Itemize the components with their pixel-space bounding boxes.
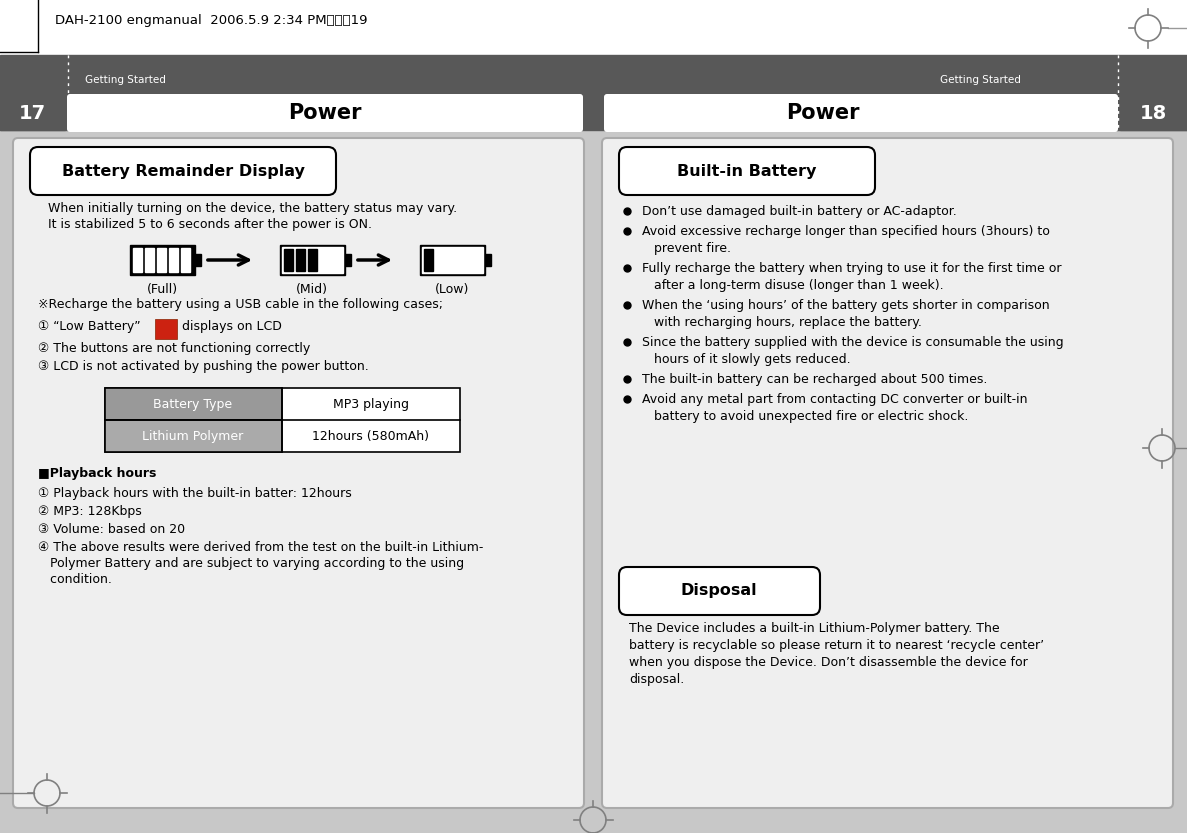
Bar bbox=[345, 254, 351, 266]
Text: when you dispose the Device. Don’t disassemble the device for: when you dispose the Device. Don’t disas… bbox=[629, 656, 1028, 669]
Text: The Device includes a built-in Lithium-Polymer battery. The: The Device includes a built-in Lithium-P… bbox=[629, 622, 999, 635]
Text: Battery Remainder Display: Battery Remainder Display bbox=[62, 163, 304, 178]
Bar bbox=[169, 248, 178, 272]
Text: after a long-term disuse (longer than 1 week).: after a long-term disuse (longer than 1 … bbox=[654, 279, 944, 292]
Text: Avoid any metal part from contacting DC converter or built-in: Avoid any metal part from contacting DC … bbox=[642, 393, 1028, 406]
Text: displays on LCD: displays on LCD bbox=[182, 320, 281, 333]
FancyBboxPatch shape bbox=[13, 138, 584, 808]
Bar bbox=[0, 0, 1187, 55]
Text: 18: 18 bbox=[1140, 103, 1167, 122]
Text: ※Recharge the battery using a USB cable in the following cases;: ※Recharge the battery using a USB cable … bbox=[38, 298, 443, 311]
Text: When the ‘using hours’ of the battery gets shorter in comparison: When the ‘using hours’ of the battery ge… bbox=[642, 299, 1049, 312]
Text: (Mid): (Mid) bbox=[296, 283, 328, 296]
Bar bbox=[284, 249, 293, 271]
Text: Power: Power bbox=[288, 103, 362, 123]
Text: 17: 17 bbox=[19, 103, 45, 122]
Bar bbox=[0, 810, 1187, 833]
Text: Don’t use damaged built-in battery or AC-adaptor.: Don’t use damaged built-in battery or AC… bbox=[642, 205, 957, 218]
Bar bbox=[1121, 96, 1187, 130]
Text: battery is recyclable so please return it to nearest ‘recycle center’: battery is recyclable so please return i… bbox=[629, 639, 1045, 652]
Text: ② The buttons are not functioning correctly: ② The buttons are not functioning correc… bbox=[38, 342, 310, 355]
Text: (Full): (Full) bbox=[146, 283, 178, 296]
Bar bbox=[180, 248, 190, 272]
Text: ④ The above results were derived from the test on the built-in Lithium-: ④ The above results were derived from th… bbox=[38, 541, 483, 554]
Text: DAH-2100 engmanual  2006.5.9 2:34 PM페이직19: DAH-2100 engmanual 2006.5.9 2:34 PM페이직19 bbox=[55, 13, 368, 27]
Text: ① Playback hours with the built-in batter: 12hours: ① Playback hours with the built-in batte… bbox=[38, 487, 351, 500]
Text: Avoid excessive recharge longer than specified hours (3hours) to: Avoid excessive recharge longer than spe… bbox=[642, 225, 1049, 238]
Bar bbox=[0, 130, 1187, 810]
Text: 12hours (580mAh): 12hours (580mAh) bbox=[312, 430, 430, 442]
Bar bbox=[157, 248, 166, 272]
FancyBboxPatch shape bbox=[618, 567, 820, 615]
Bar bbox=[145, 248, 154, 272]
Text: Lithium Polymer: Lithium Polymer bbox=[142, 430, 243, 442]
Text: ② MP3: 128Kbps: ② MP3: 128Kbps bbox=[38, 505, 141, 518]
Text: Polymer Battery and are subject to varying according to the using: Polymer Battery and are subject to varyi… bbox=[38, 557, 464, 570]
Text: ■Playback hours: ■Playback hours bbox=[38, 467, 157, 480]
Text: disposal.: disposal. bbox=[629, 673, 684, 686]
Bar bbox=[195, 254, 201, 266]
Bar bbox=[423, 247, 483, 273]
Text: Disposal: Disposal bbox=[680, 583, 757, 598]
Bar bbox=[307, 249, 317, 271]
Text: with recharging hours, replace the battery.: with recharging hours, replace the batte… bbox=[654, 316, 922, 329]
Bar bbox=[296, 249, 305, 271]
Text: prevent fire.: prevent fire. bbox=[654, 242, 731, 255]
Text: Built-in Battery: Built-in Battery bbox=[678, 163, 817, 178]
Bar bbox=[104, 420, 283, 452]
Bar bbox=[485, 254, 491, 266]
Text: Battery Type: Battery Type bbox=[153, 397, 233, 411]
Text: ③ Volume: based on 20: ③ Volume: based on 20 bbox=[38, 523, 185, 536]
FancyBboxPatch shape bbox=[618, 147, 875, 195]
Text: hours of it slowly gets reduced.: hours of it slowly gets reduced. bbox=[654, 353, 851, 366]
Bar bbox=[104, 388, 461, 452]
Bar bbox=[283, 247, 343, 273]
Text: ③ LCD is not activated by pushing the power button.: ③ LCD is not activated by pushing the po… bbox=[38, 360, 369, 373]
Text: It is stabilized 5 to 6 seconds after the power is ON.: It is stabilized 5 to 6 seconds after th… bbox=[47, 218, 372, 231]
Text: MP3 playing: MP3 playing bbox=[334, 397, 410, 411]
Text: Power: Power bbox=[787, 103, 861, 123]
Bar bbox=[424, 249, 433, 271]
Bar bbox=[155, 319, 177, 339]
Bar bbox=[0, 96, 65, 130]
Bar bbox=[280, 245, 345, 275]
Bar bbox=[420, 245, 485, 275]
Bar bbox=[131, 245, 195, 275]
Text: condition.: condition. bbox=[38, 573, 112, 586]
Bar bbox=[0, 55, 1187, 130]
Text: Getting Started: Getting Started bbox=[940, 75, 1021, 85]
FancyBboxPatch shape bbox=[602, 138, 1173, 808]
Text: When initially turning on the device, the battery status may vary.: When initially turning on the device, th… bbox=[47, 202, 457, 215]
FancyBboxPatch shape bbox=[30, 147, 336, 195]
Text: (Low): (Low) bbox=[434, 283, 469, 296]
Bar bbox=[104, 388, 283, 420]
Text: The built-in battery can be recharged about 500 times.: The built-in battery can be recharged ab… bbox=[642, 373, 988, 386]
Bar bbox=[133, 248, 142, 272]
Text: Since the battery supplied with the device is consumable the using: Since the battery supplied with the devi… bbox=[642, 336, 1064, 349]
FancyBboxPatch shape bbox=[66, 94, 583, 132]
Text: Fully recharge the battery when trying to use it for the first time or: Fully recharge the battery when trying t… bbox=[642, 262, 1061, 275]
Text: battery to avoid unexpected fire or electric shock.: battery to avoid unexpected fire or elec… bbox=[654, 410, 969, 423]
FancyBboxPatch shape bbox=[604, 94, 1118, 132]
Text: ① “Low Battery”: ① “Low Battery” bbox=[38, 320, 140, 333]
Text: Getting Started: Getting Started bbox=[85, 75, 166, 85]
